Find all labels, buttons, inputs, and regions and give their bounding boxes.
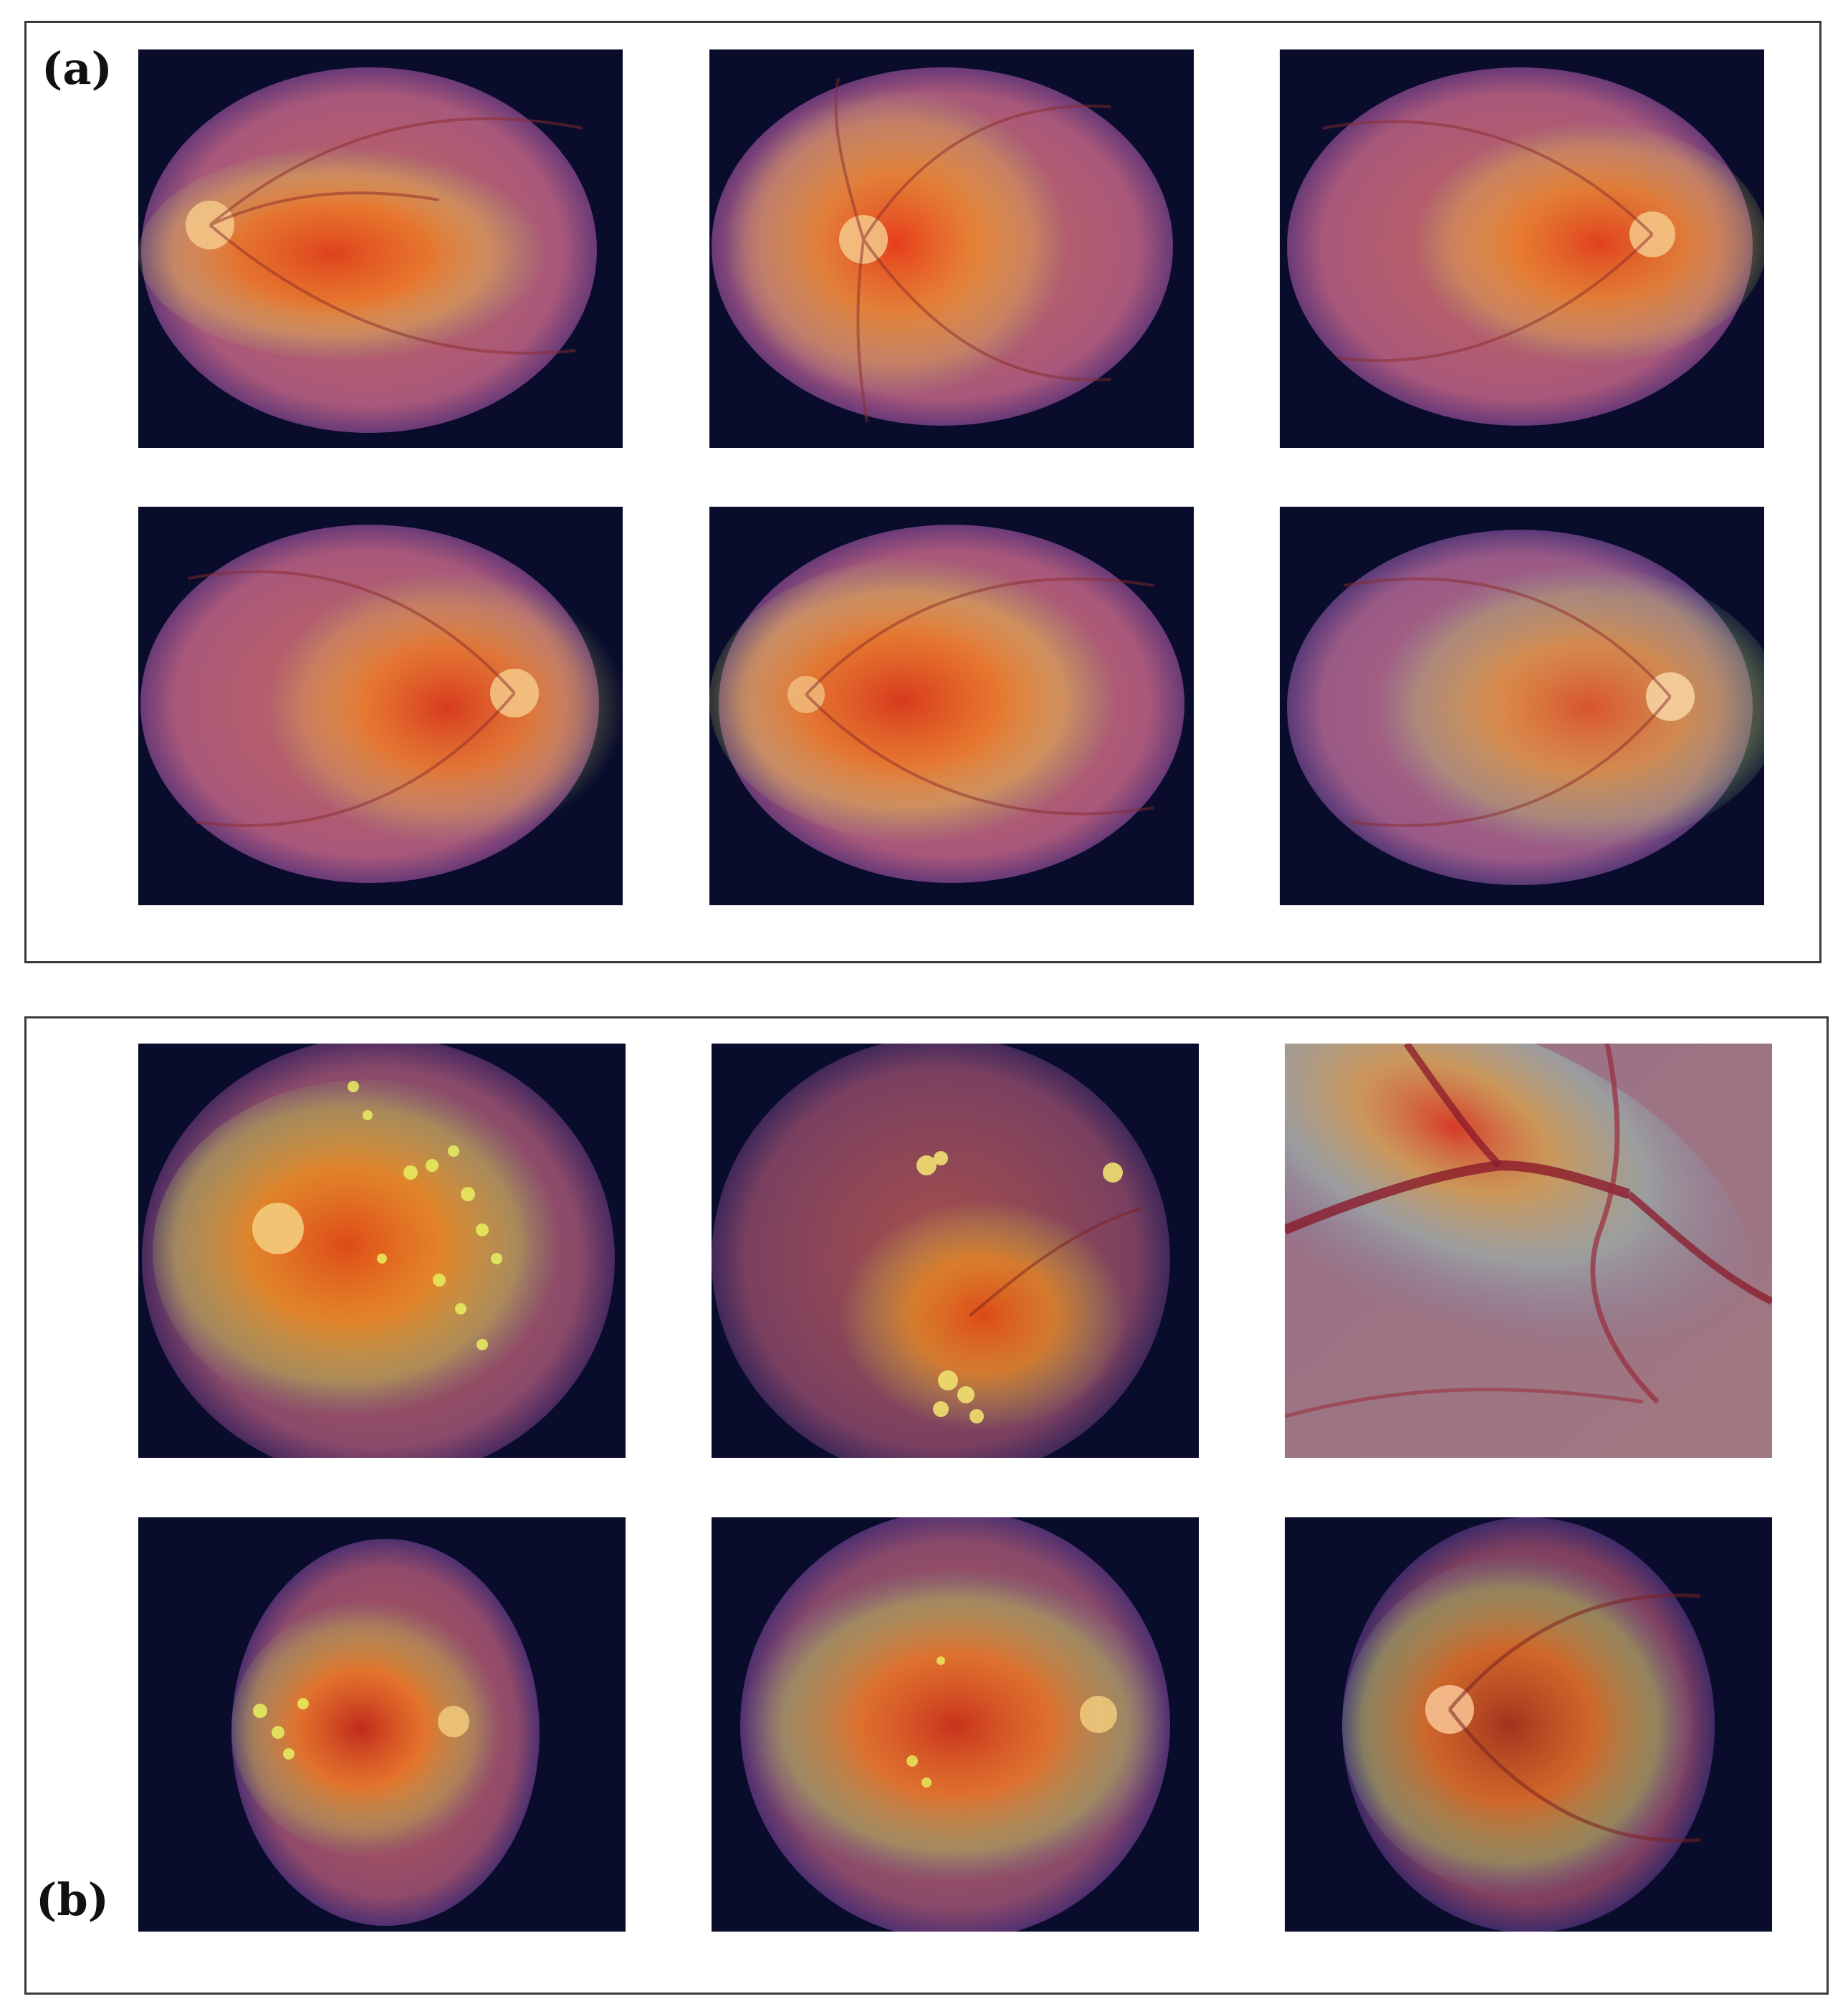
retina-heatmap-image-b6	[1285, 1517, 1772, 1932]
panel-b-label: (b)	[36, 1874, 110, 1926]
retina-heatmap-image-b5	[712, 1517, 1199, 1932]
retina-vessel-closeup-image-b3	[1285, 1044, 1772, 1458]
retina-heatmap-image-a1	[138, 49, 623, 448]
retina-heatmap-image-a6	[1280, 507, 1764, 905]
panel-a-label: (a)	[42, 42, 112, 95]
retina-heatmap-image-b2	[712, 1044, 1199, 1458]
retina-heatmap-image-a3	[1280, 49, 1764, 448]
retina-heatmap-image-b1	[138, 1044, 626, 1458]
retina-heatmap-image-b4	[138, 1517, 626, 1932]
retina-heatmap-image-a4	[138, 507, 623, 905]
retina-heatmap-image-a2	[709, 49, 1194, 448]
retina-heatmap-image-a5	[709, 507, 1194, 905]
